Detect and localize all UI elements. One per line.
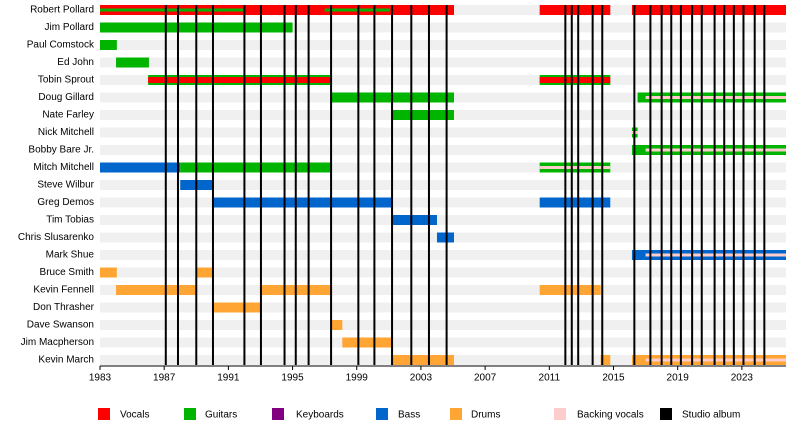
legend-label: Bass bbox=[398, 410, 420, 421]
row-background bbox=[100, 145, 786, 155]
row-background bbox=[100, 302, 786, 313]
member-name: Kevin March bbox=[38, 355, 94, 366]
member-name: Nate Farley bbox=[42, 110, 94, 121]
x-tick-label: 1983 bbox=[89, 373, 112, 384]
secondary-role-stripe bbox=[645, 148, 786, 152]
row-background bbox=[100, 127, 786, 138]
row-background bbox=[100, 285, 786, 295]
role-bar bbox=[392, 355, 454, 365]
role-bar bbox=[539, 285, 601, 295]
secondary-role-stripe bbox=[645, 96, 786, 99]
row-background bbox=[100, 197, 786, 208]
legend-label: Studio album bbox=[682, 410, 740, 421]
row-background bbox=[100, 57, 786, 68]
role-bar bbox=[180, 162, 332, 173]
secondary-role-stripe bbox=[148, 77, 332, 83]
member-name: Bobby Bare Jr. bbox=[28, 145, 94, 156]
member-name: Greg Demos bbox=[37, 197, 94, 208]
x-tick-label: 1995 bbox=[281, 373, 304, 384]
role-bar bbox=[392, 110, 454, 120]
member-name: Mitch Mitchell bbox=[33, 162, 94, 173]
role-bar bbox=[100, 5, 454, 15]
legend-label: Drums bbox=[471, 410, 500, 421]
member-name: Bruce Smith bbox=[40, 267, 94, 278]
role-bar bbox=[100, 267, 117, 278]
x-tick-label: 2007 bbox=[474, 373, 497, 384]
role-bar bbox=[100, 40, 117, 50]
secondary-role-stripe bbox=[100, 8, 245, 12]
x-tick-label: 2023 bbox=[731, 373, 754, 384]
role-bar bbox=[342, 337, 393, 348]
legend-swatch bbox=[376, 408, 388, 420]
x-tick-label: 2011 bbox=[539, 373, 561, 384]
member-name: Don Thrasher bbox=[33, 302, 95, 313]
member-name: Tim Tobias bbox=[46, 215, 94, 226]
role-bar bbox=[600, 355, 611, 365]
row-background bbox=[100, 162, 786, 173]
role-bar bbox=[331, 320, 343, 330]
row-background bbox=[100, 180, 786, 190]
role-bar bbox=[116, 285, 197, 295]
row-background bbox=[100, 75, 786, 85]
role-bar bbox=[212, 302, 261, 313]
legend-swatch bbox=[660, 408, 672, 420]
member-name: Steve Wilbur bbox=[37, 180, 94, 191]
role-bar bbox=[100, 162, 181, 173]
role-bar bbox=[392, 215, 437, 225]
secondary-role-stripe bbox=[324, 8, 390, 12]
member-name: Paul Comstock bbox=[27, 40, 95, 51]
role-bar bbox=[196, 267, 214, 278]
member-name: Doug Gillard bbox=[38, 92, 94, 103]
role-bar bbox=[116, 57, 149, 68]
row-background bbox=[100, 337, 786, 348]
member-name: Mark Shue bbox=[46, 250, 95, 261]
legend-label: Backing vocals bbox=[577, 410, 644, 421]
x-tick-label: 1991 bbox=[217, 373, 240, 384]
legend-swatch bbox=[554, 408, 566, 420]
member-name: Chris Slusarenko bbox=[18, 232, 95, 243]
member-name: Robert Pollard bbox=[30, 5, 94, 16]
row-background bbox=[100, 215, 786, 225]
legend-swatch bbox=[272, 408, 284, 420]
member-name: Kevin Fennell bbox=[33, 285, 94, 296]
member-name: Jim Macpherson bbox=[21, 337, 94, 348]
legend-label: Vocals bbox=[120, 410, 149, 421]
member-name: Ed John bbox=[57, 57, 94, 68]
member-name: Tobin Sprout bbox=[38, 75, 94, 86]
secondary-role-stripe bbox=[539, 77, 611, 83]
member-name: Jim Pollard bbox=[45, 22, 94, 33]
member-name: Dave Swanson bbox=[27, 320, 94, 331]
role-bar bbox=[539, 5, 611, 15]
x-tick-label: 2019 bbox=[667, 373, 690, 384]
secondary-role-stripe bbox=[645, 253, 786, 257]
x-tick-label: 1987 bbox=[153, 373, 176, 384]
role-bar bbox=[436, 232, 454, 243]
member-name: Nick Mitchell bbox=[38, 127, 94, 138]
row-background bbox=[100, 267, 786, 278]
legend-swatch bbox=[450, 408, 462, 420]
row-background bbox=[100, 320, 786, 330]
legend-label: Keyboards bbox=[296, 410, 344, 421]
role-bar bbox=[539, 197, 611, 208]
secondary-role-stripe bbox=[539, 166, 611, 169]
row-background bbox=[100, 40, 786, 50]
row-background bbox=[100, 22, 786, 33]
x-tick-label: 1999 bbox=[346, 373, 369, 384]
legend-swatch bbox=[98, 408, 110, 420]
x-tick-label: 2003 bbox=[410, 373, 433, 384]
row-background bbox=[100, 250, 786, 260]
role-bar bbox=[631, 5, 786, 15]
legend-swatch bbox=[184, 408, 196, 420]
secondary-role-stripe bbox=[645, 358, 786, 362]
role-bar bbox=[212, 197, 393, 208]
x-tick-label: 2015 bbox=[602, 373, 625, 384]
legend-label: Guitars bbox=[205, 410, 237, 421]
